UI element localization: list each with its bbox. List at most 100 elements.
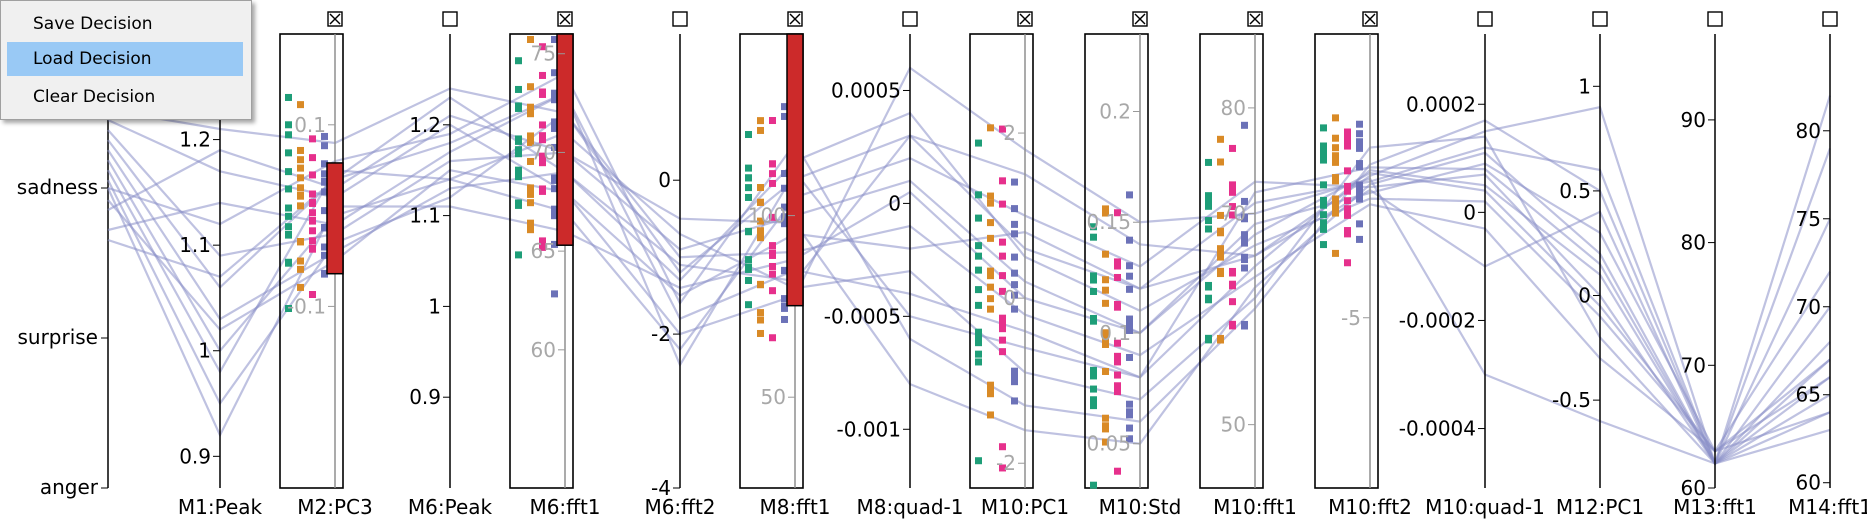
class-marker [781,170,788,178]
class-marker [1356,120,1363,128]
class-marker [1011,220,1018,228]
class-marker [999,200,1006,208]
class-marker [999,348,1006,356]
class-marker [285,149,292,157]
clear-decision-menu-item[interactable]: Clear Decision [33,87,156,107]
axis-label: M1:Peak [178,495,263,519]
class-marker [539,132,546,140]
class-marker [1114,303,1121,311]
axis-tick-label: 60 [1681,476,1706,500]
class-marker [1011,376,1018,384]
class-marker [1229,281,1236,289]
data-polyline [107,66,1831,465]
axis-label: M12:PC1 [1556,495,1644,519]
axis-tick-label: 75 [1796,207,1821,231]
class-marker [987,267,994,275]
class-marker [1229,181,1236,189]
class-marker [1011,253,1018,261]
class-marker [745,263,752,271]
class-marker [745,174,752,182]
class-tick-label: sadness [17,175,98,199]
class-marker [757,329,764,337]
class-marker [527,36,534,43]
axis-tick-label: -0.0005 [824,304,901,328]
axis-group: 0.05 0.1 0.15 0.2 M10:Std [1084,11,1181,519]
class-marker [975,457,982,465]
class-marker [1332,144,1339,152]
class-marker [321,160,328,168]
class-marker [745,184,752,192]
axis-label: M2:PC3 [297,495,372,519]
class-tick-label: surprise [17,325,98,349]
class-marker [309,291,316,298]
class-marker [781,302,788,310]
class-marker [999,177,1006,185]
axis-tick-label: -0.0002 [1399,308,1476,332]
class-marker [539,152,546,160]
class-marker [297,192,304,200]
axis-label: M10:fft1 [1213,495,1297,519]
load-decision-menu-item[interactable]: Load Decision [7,42,243,76]
class-marker [1126,400,1133,408]
axis-group: 50 70 80 M10:fft1 [1199,11,1297,519]
class-marker [1320,196,1327,204]
class-marker [999,464,1006,472]
class-marker [285,223,292,231]
class-marker [1126,315,1133,323]
class-marker [321,178,328,186]
class-marker [539,121,546,129]
class-marker [1332,158,1339,166]
class-marker [975,350,982,358]
class-marker [1114,467,1121,475]
class-marker [297,202,304,210]
save-decision-menu-item[interactable]: Save Decision [33,14,153,34]
class-marker [987,234,994,242]
class-marker [781,315,788,323]
class-marker [1229,203,1236,211]
data-polyline [107,96,1831,466]
class-marker [515,199,522,207]
class-marker [745,227,752,235]
class-marker [551,96,558,104]
class-marker [975,339,982,347]
axis-tick-label: 0.05 [1086,432,1131,456]
class-marker [515,85,522,93]
class-marker [1320,150,1327,158]
axis-tick-label: 0 [1003,286,1016,310]
class-marker [1356,138,1363,146]
class-marker [1102,286,1109,294]
class-marker [999,272,1006,280]
class-marker [1090,287,1097,295]
class-marker [1205,283,1212,291]
class-marker [987,124,994,132]
class-marker [1102,276,1109,284]
class-marker [975,286,982,294]
class-marker [1217,135,1224,143]
data-polyline [107,91,1831,466]
class-marker [781,220,788,228]
class-marker [1205,200,1212,208]
class-marker [1344,211,1351,219]
class-marker [297,238,304,245]
class-marker [757,126,764,134]
class-marker [999,125,1006,133]
class-marker [1114,258,1121,266]
axis-tick-label: -0.1 [287,294,326,318]
axis-tick-label: 2 [1003,121,1016,145]
class-marker [1205,336,1212,344]
class-marker [1320,201,1327,209]
class-marker [769,249,776,257]
class-marker [1102,329,1109,337]
checkbox-mark [1019,13,1031,25]
class-marker [1356,130,1363,138]
class-marker [1344,167,1351,175]
class-marker [1205,217,1212,225]
class-marker [1205,295,1212,303]
class-marker [539,71,546,79]
class-marker [1126,408,1133,416]
axis-tick-label: 50 [761,385,786,409]
data-polyline [107,114,1831,466]
axis-tick-label: 70 [531,140,556,164]
class-marker [297,283,304,291]
axis-label: M10:quad-1 [1425,495,1545,519]
